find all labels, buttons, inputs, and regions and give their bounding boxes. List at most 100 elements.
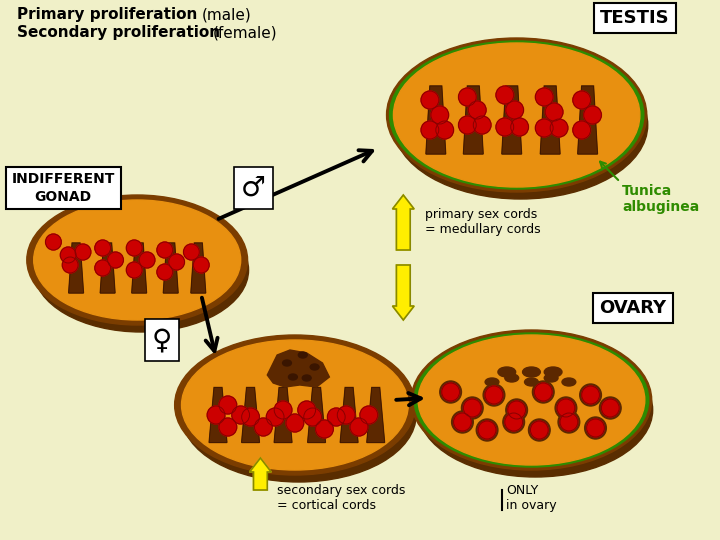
Ellipse shape [478,421,496,439]
Ellipse shape [483,384,505,406]
Text: INDIFFERENT
GONAD: INDIFFERENT GONAD [12,172,115,204]
FancyArrow shape [392,265,414,320]
Ellipse shape [175,335,415,475]
Ellipse shape [414,333,649,467]
Ellipse shape [421,121,438,139]
Ellipse shape [534,383,552,401]
Ellipse shape [485,378,499,386]
Ellipse shape [63,257,78,273]
Ellipse shape [157,264,173,280]
Ellipse shape [496,86,513,104]
Ellipse shape [34,208,248,332]
Ellipse shape [393,43,640,187]
Ellipse shape [219,418,237,436]
Ellipse shape [302,375,311,381]
Ellipse shape [304,408,322,426]
Text: primary sex cords
= medullary cords: primary sex cords = medullary cords [425,208,541,236]
Ellipse shape [587,419,604,437]
Ellipse shape [523,367,540,377]
Polygon shape [209,388,227,442]
Ellipse shape [207,406,225,424]
Ellipse shape [431,106,449,124]
Ellipse shape [545,103,563,121]
Ellipse shape [544,367,562,377]
Ellipse shape [157,242,173,258]
Polygon shape [307,388,325,442]
Ellipse shape [60,247,76,263]
Ellipse shape [505,413,523,431]
Ellipse shape [286,414,304,432]
Ellipse shape [573,91,590,109]
Text: (male): (male) [202,8,251,23]
Ellipse shape [557,399,575,417]
Ellipse shape [418,335,645,465]
Ellipse shape [580,384,601,406]
Ellipse shape [95,260,111,276]
Polygon shape [366,388,384,442]
Ellipse shape [107,252,123,268]
Ellipse shape [168,254,184,270]
Ellipse shape [498,367,516,377]
Ellipse shape [454,413,472,431]
Ellipse shape [282,360,292,366]
Text: secondary sex cords
= cortical cords: secondary sex cords = cortical cords [277,484,405,512]
Ellipse shape [459,116,476,134]
Ellipse shape [184,244,199,260]
Polygon shape [464,86,483,154]
Ellipse shape [550,119,568,137]
Ellipse shape [562,378,576,386]
Ellipse shape [459,88,476,106]
Polygon shape [426,86,446,154]
Ellipse shape [462,397,483,419]
Ellipse shape [219,396,237,414]
Ellipse shape [573,121,590,139]
Text: Tunica
albuginea: Tunica albuginea [622,184,699,214]
Ellipse shape [34,200,240,320]
Ellipse shape [126,262,142,278]
Text: OVARY: OVARY [599,299,667,317]
Ellipse shape [328,408,345,426]
Ellipse shape [451,411,473,433]
Ellipse shape [126,240,142,256]
Text: ♀: ♀ [152,326,172,354]
Ellipse shape [194,257,209,273]
Ellipse shape [536,88,553,106]
Ellipse shape [584,106,601,124]
Ellipse shape [525,378,539,386]
Ellipse shape [411,330,652,470]
Text: Secondary proliferation: Secondary proliferation [17,25,220,40]
Ellipse shape [350,418,368,436]
Polygon shape [132,243,147,293]
Ellipse shape [558,411,580,433]
Ellipse shape [310,364,319,370]
Ellipse shape [600,397,621,419]
Ellipse shape [315,420,333,438]
Polygon shape [577,86,598,154]
Ellipse shape [468,101,486,119]
Polygon shape [267,350,329,387]
Ellipse shape [45,234,61,250]
FancyArrow shape [250,458,271,490]
Ellipse shape [387,38,647,192]
Ellipse shape [582,386,600,404]
Polygon shape [341,388,358,442]
Ellipse shape [601,399,619,417]
Ellipse shape [531,421,548,439]
Ellipse shape [442,383,459,401]
Ellipse shape [266,408,284,426]
Polygon shape [100,243,115,293]
Ellipse shape [536,119,553,137]
Ellipse shape [560,413,577,431]
Text: Primary proliferation: Primary proliferation [17,8,197,23]
Ellipse shape [390,41,644,189]
Ellipse shape [418,343,652,477]
Ellipse shape [75,244,91,260]
Text: ♂: ♂ [241,174,266,202]
Ellipse shape [508,401,526,419]
Ellipse shape [95,240,111,256]
Ellipse shape [503,411,525,433]
Ellipse shape [139,252,155,268]
Ellipse shape [506,399,528,421]
Ellipse shape [510,118,528,136]
Polygon shape [191,243,206,293]
